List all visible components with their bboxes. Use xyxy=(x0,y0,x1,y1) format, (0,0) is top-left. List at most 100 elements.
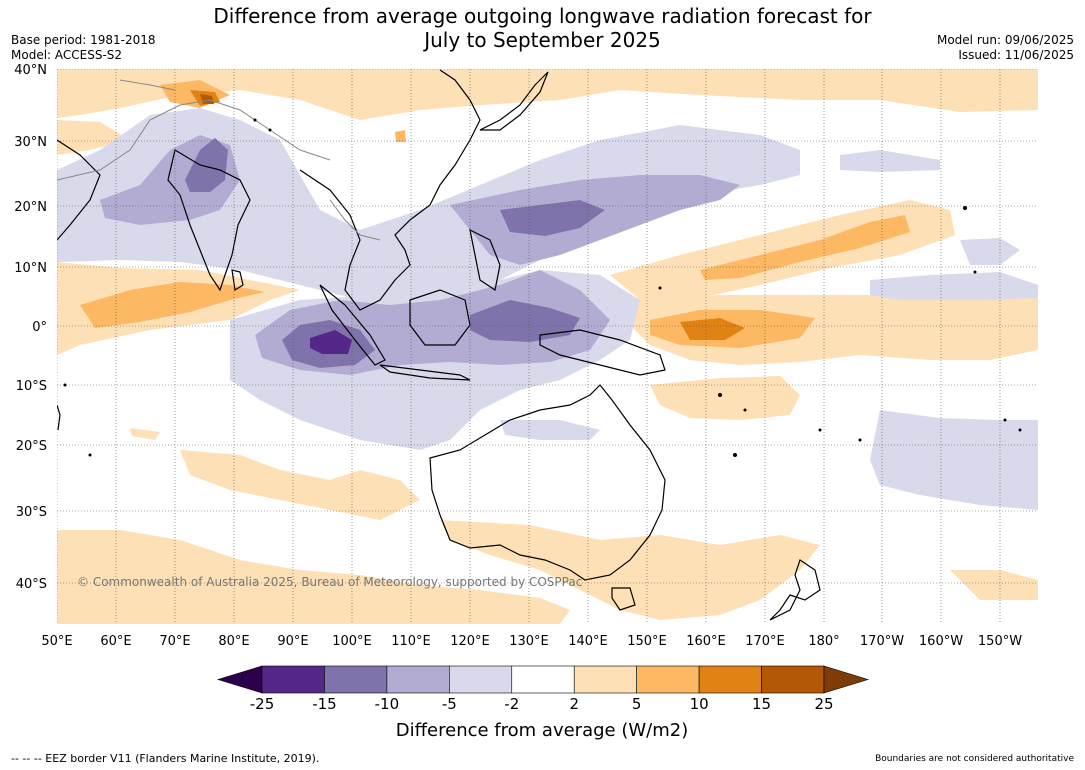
colorbar-segment xyxy=(449,665,513,694)
colorbar-tick-label: 10 xyxy=(690,695,709,713)
anomaly-region xyxy=(310,330,352,354)
colorbar-segment xyxy=(261,665,325,694)
base-period: Base period: 1981-2018 xyxy=(11,33,156,47)
colorbar-tick-label: -2 xyxy=(504,695,519,713)
coastline-java xyxy=(379,364,471,381)
longitude-label: 130°E xyxy=(509,634,549,649)
island-dot xyxy=(253,118,257,122)
anomaly-region xyxy=(680,318,745,340)
longitude-label: 70°E xyxy=(159,634,190,649)
boundary-disclaimer: Boundaries are not considered authoritat… xyxy=(875,754,1074,764)
longitude-label: 90°E xyxy=(277,634,308,649)
latitude-label: 40°N xyxy=(14,63,47,78)
longitude-label: 160°W xyxy=(919,634,963,649)
title-line-1: Difference from average outgoing longwav… xyxy=(213,4,872,28)
latitude-label: 30°N xyxy=(14,135,47,150)
colorbar-segment xyxy=(698,665,762,694)
island-dot xyxy=(63,383,67,387)
colorbar-tick-label: 15 xyxy=(752,695,771,713)
coastline-southeast-asia xyxy=(299,69,481,311)
latitude-labels: 40°N 30°N 20°N 10°N 0° 10°S 20°S 30°S 40°S xyxy=(14,63,47,592)
colorbar-segment xyxy=(761,665,825,694)
longitude-label: 150°E xyxy=(627,634,667,649)
colorbar-segment xyxy=(573,665,637,694)
colorbar-tick-label: 5 xyxy=(632,695,642,713)
island-dot xyxy=(858,438,862,442)
colorbar-segment xyxy=(386,665,450,694)
colorbar-title: Difference from average (W/m2) xyxy=(396,720,688,741)
model-run: Model run: 09/06/2025 xyxy=(936,33,1074,47)
coastline-africa xyxy=(57,404,61,431)
coastline-australia xyxy=(429,384,666,581)
colorbar-tick-label: 25 xyxy=(814,695,833,713)
anomaly-region xyxy=(57,108,800,300)
copyright-notice: © Commonwealth of Australia 2025, Bureau… xyxy=(77,575,582,589)
coastline-japan xyxy=(479,71,549,131)
anomaly-region xyxy=(500,200,605,236)
colorbar-tick-label: -5 xyxy=(442,695,457,713)
coastline-philippines xyxy=(469,228,501,291)
coastline-arabia-horn xyxy=(57,139,101,241)
latitude-label: 10°S xyxy=(16,379,47,394)
anomaly-region xyxy=(185,138,228,192)
latitude-label: 20°S xyxy=(16,439,47,454)
island-dot xyxy=(658,286,662,290)
coastline-new-guinea xyxy=(539,329,666,376)
colorbar-tick-label: 2 xyxy=(569,695,579,713)
anomaly-region xyxy=(80,282,265,328)
colorbar-segment xyxy=(636,665,700,694)
coastline-new-zealand xyxy=(769,559,821,621)
anomaly-region xyxy=(960,238,1020,265)
island-dot xyxy=(743,408,747,412)
anomaly-region xyxy=(57,530,570,624)
latitude-label: 0° xyxy=(32,320,47,335)
anomaly-region xyxy=(870,272,1038,300)
island-dot xyxy=(1003,418,1007,422)
anomaly-region xyxy=(950,570,1038,600)
island-dot xyxy=(1018,428,1022,432)
anomaly-region xyxy=(130,428,160,440)
anomaly-region xyxy=(700,215,910,280)
anomaly-region xyxy=(870,410,1038,510)
coastline-india xyxy=(167,149,251,292)
map-title: Difference from average outgoing longwav… xyxy=(0,4,1085,52)
colorbar-arrow-low xyxy=(216,665,263,694)
island-dot xyxy=(718,393,722,397)
longitude-label: 60°E xyxy=(100,634,131,649)
island-dot xyxy=(268,128,272,132)
longitude-label: 110°E xyxy=(391,634,431,649)
island-dot xyxy=(963,206,967,210)
longitude-label: 180° xyxy=(808,634,839,649)
latitude-label: 40°S xyxy=(16,577,47,592)
longitude-label: 170°E xyxy=(745,634,785,649)
graticule xyxy=(57,69,1038,624)
colorbar-tick-label: -15 xyxy=(312,695,337,713)
issued-date: Issued: 11/06/2025 xyxy=(958,48,1074,62)
longitude-label: 120°E xyxy=(450,634,490,649)
island-dot xyxy=(973,270,977,274)
country-borders xyxy=(57,79,381,241)
longitude-label: 170°W xyxy=(860,634,904,649)
island-dot xyxy=(733,453,737,457)
anomaly-region xyxy=(180,450,420,520)
meta-right: Model run: 09/06/2025 Issued: 11/06/2025 xyxy=(937,33,1074,63)
coastline-borneo xyxy=(409,289,471,346)
longitude-label: 100°E xyxy=(332,634,372,649)
model-name: Model: ACCESS-S2 xyxy=(11,48,123,62)
anomaly-region xyxy=(450,175,740,265)
anomaly-region xyxy=(440,520,820,620)
anomaly-region xyxy=(840,150,940,172)
anomaly-very-strong-negative xyxy=(310,330,352,354)
coastline-sumatra xyxy=(319,284,386,366)
longitude-label: 150°W xyxy=(978,634,1022,649)
meta-left: Base period: 1981-2018 Model: ACCESS-S2 xyxy=(11,33,156,63)
island-dots xyxy=(63,118,1022,457)
longitude-label: 140°E xyxy=(568,634,608,649)
anomaly-strong-negative xyxy=(185,138,605,368)
anomaly-region xyxy=(57,69,1038,120)
coastline-sri-lanka xyxy=(231,269,244,291)
longitude-label: 80°E xyxy=(218,634,249,649)
coastlines xyxy=(57,69,821,621)
border-line xyxy=(57,99,331,181)
